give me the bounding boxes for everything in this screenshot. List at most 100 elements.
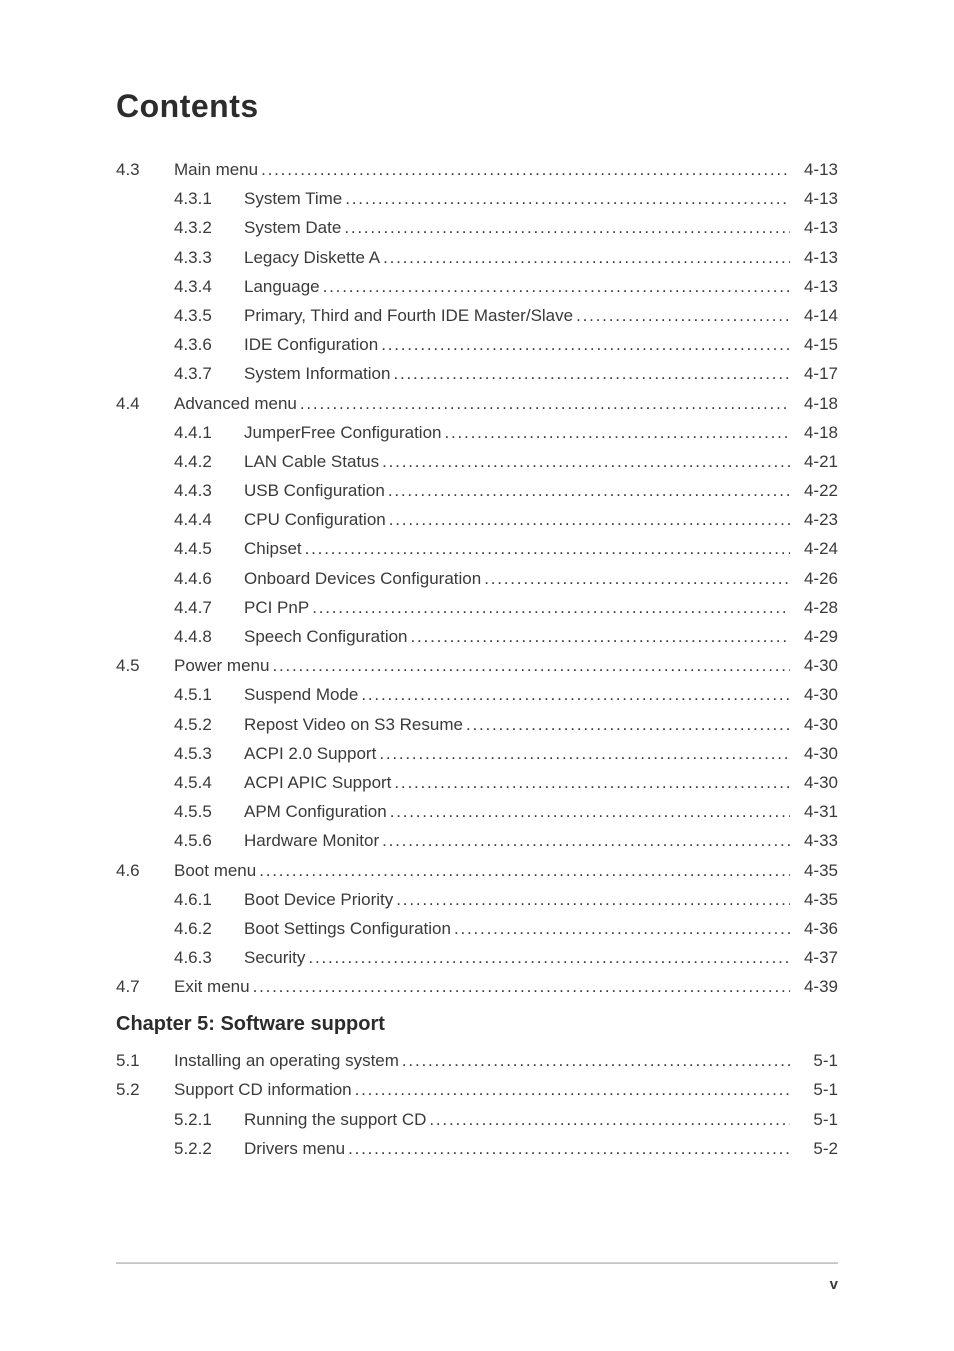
toc-label: Hardware Monitor	[244, 832, 379, 849]
toc-label: ACPI 2.0 Support	[244, 745, 376, 762]
toc-label: Boot Settings Configuration	[244, 920, 451, 937]
toc-row: 4.3.7System Information4-17	[116, 365, 838, 382]
toc-subsection-number: 4.3.7	[174, 365, 244, 382]
toc-section-number: 4.7	[116, 978, 174, 995]
toc-page: 4-30	[790, 686, 838, 703]
toc-row: 4.3.2System Date4-13	[116, 219, 838, 236]
toc-leader	[378, 336, 790, 353]
toc-label: Boot Device Priority	[244, 891, 393, 908]
toc-row: 4.3.3Legacy Diskette A4-13	[116, 249, 838, 266]
toc-label: Onboard Devices Configuration	[244, 570, 481, 587]
toc-subsection-number: 4.5.4	[174, 774, 244, 791]
toc-subsection-number: 4.3.6	[174, 336, 244, 353]
toc-row: 4.5Power menu 4-30	[116, 657, 838, 674]
toc-page: 4-29	[790, 628, 838, 645]
page-title: Contents	[116, 88, 838, 125]
toc-label: Speech Configuration	[244, 628, 408, 645]
toc-page: 4-13	[790, 278, 838, 295]
toc-leader	[297, 395, 790, 412]
toc-label: System Time	[244, 190, 342, 207]
toc-page: 4-33	[790, 832, 838, 849]
page-number: v	[0, 1264, 954, 1293]
toc-page: 4-14	[790, 307, 838, 324]
toc-leader	[393, 891, 790, 908]
toc-leader	[250, 978, 790, 995]
toc-leader	[451, 920, 790, 937]
toc-label: Chipset	[244, 540, 302, 557]
toc-page: 5-1	[790, 1081, 838, 1098]
toc-page: 5-1	[790, 1052, 838, 1069]
toc-subsection-number: 4.6.1	[174, 891, 244, 908]
toc-leader	[341, 219, 790, 236]
toc-subsection-number: 4.4.1	[174, 424, 244, 441]
toc-page: 4-17	[790, 365, 838, 382]
toc-row: 4.4.5Chipset4-24	[116, 540, 838, 557]
toc-row: 4.3.1System Time4-13	[116, 190, 838, 207]
toc-row: 4.3.5Primary, Third and Fourth IDE Maste…	[116, 307, 838, 324]
toc-label: Boot menu	[174, 862, 256, 879]
toc-row: 4.3.4Language4-13	[116, 278, 838, 295]
toc-leader	[390, 365, 790, 382]
toc-leader	[302, 540, 790, 557]
toc-row: 4.4.6Onboard Devices Configuration 4-26	[116, 570, 838, 587]
toc-page: 4-28	[790, 599, 838, 616]
toc-leader	[376, 745, 790, 762]
toc-page: 4-18	[790, 395, 838, 412]
toc-label: USB Configuration	[244, 482, 385, 499]
toc-label: Repost Video on S3 Resume	[244, 716, 463, 733]
toc-leader	[379, 832, 790, 849]
toc-section-number: 4.6	[116, 862, 174, 879]
toc-row: 4.5.6Hardware Monitor 4-33	[116, 832, 838, 849]
toc-page: 4-15	[790, 336, 838, 353]
toc-subsection-number: 4.3.2	[174, 219, 244, 236]
toc-section-number: 4.4	[116, 395, 174, 412]
toc-row: 4.4Advanced menu4-18	[116, 395, 838, 412]
toc-page: 4-35	[790, 862, 838, 879]
toc-label: ACPI APIC Support	[244, 774, 391, 791]
toc-leader	[358, 686, 790, 703]
toc-leader	[269, 657, 790, 674]
toc-subsection-number: 4.4.6	[174, 570, 244, 587]
toc-label: Installing an operating system	[174, 1052, 399, 1069]
toc-leader	[441, 424, 790, 441]
toc-subsection-number: 4.5.6	[174, 832, 244, 849]
toc-subsection-number: 4.5.5	[174, 803, 244, 820]
toc-subsection-number: 4.4.5	[174, 540, 244, 557]
toc-row: 4.3.6IDE Configuration 4-15	[116, 336, 838, 353]
toc-label: Primary, Third and Fourth IDE Master/Sla…	[244, 307, 573, 324]
toc-row: 4.6.3Security4-37	[116, 949, 838, 966]
toc-row: 4.4.3USB Configuration4-22	[116, 482, 838, 499]
chapter-heading: Chapter 5: Software support	[116, 1013, 838, 1036]
toc-subsection-number: 4.3.4	[174, 278, 244, 295]
toc-leader	[391, 774, 790, 791]
toc-page: 5-2	[790, 1140, 838, 1157]
toc-leader	[426, 1111, 790, 1128]
toc-row: 4.5.2Repost Video on S3 Resume4-30	[116, 716, 838, 733]
toc-block-ch5: 5.1Installing an operating system5-15.2S…	[116, 1052, 838, 1157]
toc-leader	[380, 249, 790, 266]
toc-row: 4.3Main menu4-13	[116, 161, 838, 178]
toc-section-number: 4.5	[116, 657, 174, 674]
toc-label: CPU Configuration	[244, 511, 386, 528]
toc-page: 4-26	[790, 570, 838, 587]
toc-subsection-number: 4.6.3	[174, 949, 244, 966]
toc-page: 4-39	[790, 978, 838, 995]
toc-leader	[386, 511, 790, 528]
toc-page: 4-13	[790, 161, 838, 178]
toc-subsection-number: 4.5.3	[174, 745, 244, 762]
page-footer: v	[0, 1262, 954, 1293]
toc-row: 5.2.1Running the support CD5-1	[116, 1111, 838, 1128]
toc-row: 4.7Exit menu4-39	[116, 978, 838, 995]
toc-subsection-number: 4.4.2	[174, 453, 244, 470]
toc-row: 4.6.1Boot Device Priority4-35	[116, 891, 838, 908]
toc-row: 4.6.2Boot Settings Configuration4-36	[116, 920, 838, 937]
toc-page: 4-30	[790, 657, 838, 674]
toc-label: IDE Configuration	[244, 336, 378, 353]
toc-label: Power menu	[174, 657, 269, 674]
toc-subsection-number: 5.2.1	[174, 1111, 244, 1128]
toc-subsection-number: 4.6.2	[174, 920, 244, 937]
toc-page: 4-21	[790, 453, 838, 470]
toc-subsection-number: 5.2.2	[174, 1140, 244, 1157]
toc-row: 4.6Boot menu 4-35	[116, 862, 838, 879]
toc-leader	[481, 570, 790, 587]
